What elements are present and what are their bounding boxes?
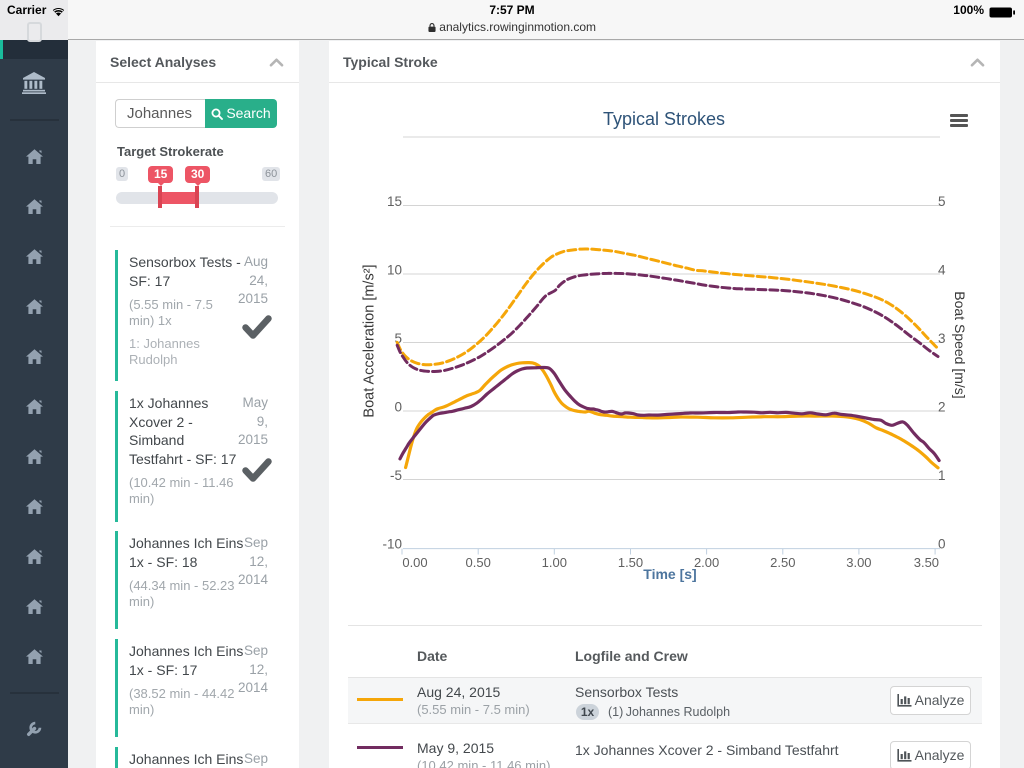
svg-text:3.00: 3.00 bbox=[846, 555, 871, 570]
svg-text:-5: -5 bbox=[390, 468, 402, 483]
svg-text:1.00: 1.00 bbox=[542, 555, 567, 570]
svg-text:Boat Speed [m/s]: Boat Speed [m/s] bbox=[952, 291, 968, 398]
svg-text:5: 5 bbox=[394, 331, 402, 346]
svg-text:2: 2 bbox=[938, 400, 946, 415]
svg-text:0.00: 0.00 bbox=[402, 555, 427, 570]
svg-text:15: 15 bbox=[387, 194, 402, 209]
svg-text:Typical Strokes: Typical Strokes bbox=[603, 109, 725, 129]
svg-text:3: 3 bbox=[938, 331, 946, 346]
svg-text:-10: -10 bbox=[382, 537, 402, 552]
svg-text:1: 1 bbox=[938, 468, 946, 483]
svg-text:Boat Acceleration [m/s²]: Boat Acceleration [m/s²] bbox=[362, 264, 378, 417]
svg-text:10: 10 bbox=[387, 263, 402, 278]
svg-text:0.50: 0.50 bbox=[466, 555, 491, 570]
svg-text:1.50: 1.50 bbox=[618, 555, 643, 570]
svg-text:Time [s]: Time [s] bbox=[643, 566, 696, 582]
svg-text:4: 4 bbox=[938, 263, 946, 278]
svg-text:2.00: 2.00 bbox=[694, 555, 719, 570]
svg-text:5: 5 bbox=[938, 194, 946, 209]
svg-text:3.50: 3.50 bbox=[914, 555, 939, 570]
svg-text:2.50: 2.50 bbox=[770, 555, 795, 570]
svg-text:0: 0 bbox=[938, 537, 946, 552]
svg-text:0: 0 bbox=[394, 400, 402, 415]
